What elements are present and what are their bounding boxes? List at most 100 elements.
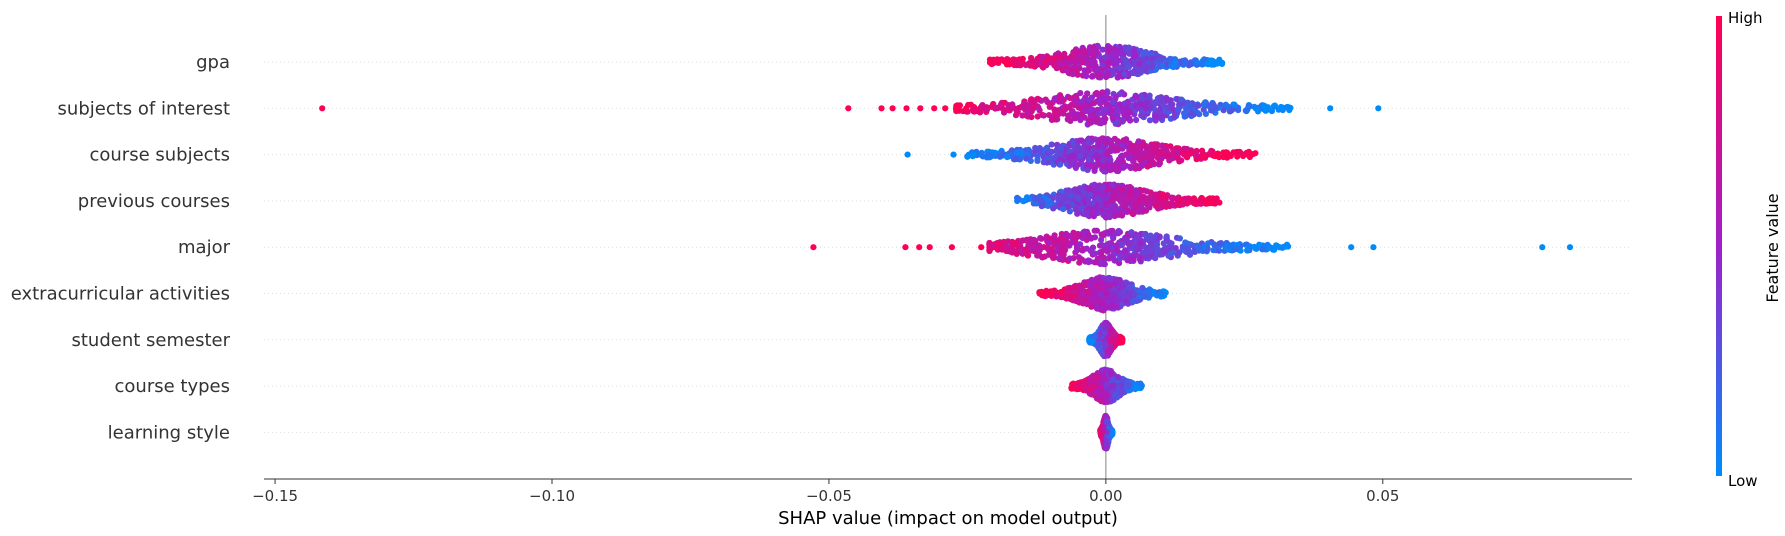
shap-point — [1058, 289, 1065, 297]
shap-point — [1101, 261, 1108, 268]
shap-point — [1068, 292, 1075, 299]
shap-point — [1046, 148, 1053, 155]
shap-point — [1113, 56, 1120, 64]
shap-point — [1131, 61, 1138, 68]
shap-point — [1103, 201, 1110, 209]
shap-point — [1262, 107, 1269, 114]
shap-point — [1019, 112, 1026, 119]
shap-point — [1126, 188, 1133, 195]
shap-point — [1125, 381, 1132, 389]
shap-point — [1231, 101, 1238, 108]
feature-label: student semester — [71, 330, 230, 351]
shap-point — [1131, 53, 1139, 60]
shap-point — [1096, 277, 1103, 284]
shap-point — [1087, 191, 1094, 198]
shap-point — [1159, 62, 1166, 69]
shap-point — [1100, 163, 1107, 170]
shap-point — [1121, 71, 1128, 78]
shap-point — [953, 105, 960, 113]
shap-outlier-point — [889, 105, 896, 112]
shap-point — [1160, 101, 1167, 108]
shap-point — [1139, 249, 1147, 256]
shap-point — [1086, 386, 1094, 393]
shap-point — [1031, 63, 1038, 70]
shap-point — [1093, 259, 1100, 266]
shap-point — [1119, 283, 1126, 290]
shap-point — [1046, 239, 1053, 246]
shap-point — [1021, 247, 1029, 254]
shap-point — [1104, 419, 1111, 426]
shap-point — [1259, 246, 1266, 253]
shap-point — [1187, 59, 1194, 66]
shap-point — [1155, 161, 1163, 168]
shap-point — [1095, 196, 1102, 203]
shap-point — [1096, 98, 1103, 105]
shap-point — [1109, 289, 1116, 296]
shap-point — [1152, 202, 1160, 209]
shap-point — [1024, 109, 1031, 116]
shap-point — [1237, 150, 1244, 157]
shap-point — [1142, 50, 1149, 57]
shap-point — [1093, 49, 1100, 56]
shap-point — [1103, 381, 1110, 388]
shap-point — [984, 106, 991, 113]
shap-point — [1165, 104, 1172, 111]
shap-point — [1082, 108, 1089, 115]
shap-point — [1095, 116, 1102, 123]
shap-point — [962, 106, 970, 113]
shap-point — [1137, 93, 1144, 100]
shap-point — [1022, 62, 1029, 69]
shap-point — [1046, 112, 1053, 119]
shap-point — [1063, 289, 1070, 296]
shap-point — [1202, 110, 1209, 117]
shap-point — [1099, 46, 1106, 53]
shap-point — [1142, 99, 1149, 106]
shap-point — [1104, 348, 1111, 356]
shap-point — [1162, 244, 1169, 251]
shap-point — [1061, 50, 1068, 58]
shap-point — [1110, 206, 1117, 213]
shap-point — [1108, 54, 1115, 61]
x-tick-label: −0.10 — [529, 487, 575, 505]
shap-point — [1228, 107, 1235, 114]
shap-point — [1220, 107, 1227, 114]
shap-point — [1165, 151, 1172, 158]
shap-point — [1137, 146, 1144, 153]
shap-point — [1284, 103, 1291, 111]
shap-point — [1113, 167, 1120, 174]
shap-point — [1101, 329, 1108, 336]
shap-point — [1103, 398, 1110, 405]
shap-point — [1044, 202, 1052, 209]
shap-point — [1095, 157, 1102, 164]
colorbar-low-label: Low — [1728, 472, 1758, 490]
shap-point — [1190, 111, 1197, 118]
shap-point — [1142, 149, 1149, 156]
shap-outlier-point — [904, 151, 911, 158]
shap-point — [1103, 73, 1110, 81]
shap-point — [1151, 112, 1159, 119]
shap-point — [1036, 247, 1043, 255]
shap-point — [1102, 303, 1109, 310]
shap-point — [1034, 152, 1041, 159]
shap-point — [1136, 61, 1143, 68]
shap-point — [1176, 235, 1183, 242]
shap-point — [1220, 154, 1227, 161]
shap-point — [1233, 245, 1240, 252]
shap-point — [1250, 151, 1257, 158]
shap-point — [1183, 145, 1191, 153]
shap-point — [986, 247, 993, 254]
shap-point — [1201, 56, 1208, 63]
shap-point — [1088, 119, 1095, 126]
shap-point — [1137, 380, 1144, 387]
shap-point — [1114, 119, 1121, 126]
shap-point — [1118, 241, 1125, 248]
shap-point — [1158, 94, 1165, 101]
shap-point — [1099, 157, 1106, 164]
shap-point — [1083, 73, 1090, 80]
shap-point — [1261, 102, 1268, 110]
shap-point — [1111, 331, 1118, 338]
shap-point — [1053, 289, 1060, 296]
shap-point — [1095, 342, 1102, 349]
